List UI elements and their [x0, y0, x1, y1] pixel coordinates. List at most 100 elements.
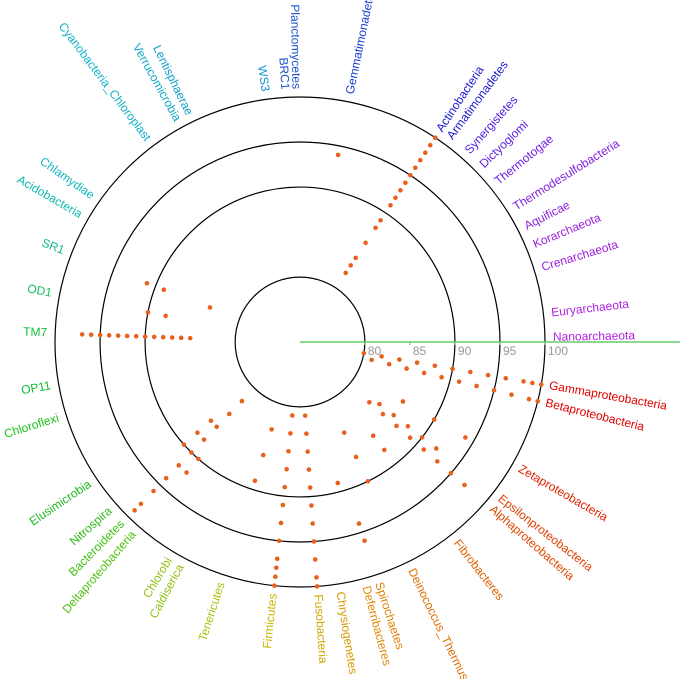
dot: [276, 538, 282, 544]
r-tick-label: 85: [413, 344, 427, 358]
dot: [106, 333, 112, 338]
dot: [388, 202, 393, 208]
category-label: Tenericutes: [195, 580, 227, 643]
dot: [282, 484, 288, 490]
dot: [535, 398, 541, 404]
dot: [289, 413, 295, 418]
dot: [335, 152, 341, 158]
dot: [226, 411, 232, 417]
dot: [184, 470, 189, 475]
dot: [314, 584, 320, 589]
dot: [269, 427, 274, 432]
dot: [307, 485, 313, 490]
dot: [530, 380, 535, 386]
r-tick-label: 90: [458, 344, 472, 358]
dot: [314, 575, 319, 580]
r-tick-label: 95: [503, 344, 517, 358]
dot: [312, 557, 318, 562]
dot: [393, 195, 398, 201]
dot: [208, 418, 214, 424]
dot: [79, 332, 85, 337]
dot: [160, 334, 166, 340]
dot: [239, 398, 245, 404]
dot: [378, 218, 383, 223]
dot: [405, 423, 411, 429]
dot: [252, 478, 258, 484]
dot: [273, 565, 279, 571]
dot: [365, 478, 371, 484]
dot: [348, 263, 354, 268]
dot: [163, 475, 169, 481]
category-label: Cyanobacteria_Chloroplast: [56, 20, 155, 145]
dot: [413, 165, 418, 171]
dot: [343, 270, 349, 276]
dot: [144, 280, 150, 286]
dot: [284, 466, 289, 472]
dot: [196, 456, 201, 462]
dot: [97, 332, 103, 338]
dot: [521, 379, 526, 384]
dot: [421, 370, 427, 376]
dot: [181, 442, 187, 447]
dot: [214, 424, 219, 430]
dot: [201, 437, 207, 442]
dot: [311, 539, 317, 544]
category-label: Chloroflexi: [2, 411, 60, 441]
dot: [448, 470, 454, 476]
dot: [400, 399, 406, 404]
dot: [468, 369, 473, 375]
dot: [280, 502, 286, 508]
dot: [306, 467, 312, 472]
dot: [178, 335, 184, 341]
dot: [274, 556, 280, 562]
dot: [176, 463, 182, 468]
dot: [187, 335, 193, 341]
dot: [353, 454, 359, 460]
dot: [286, 448, 291, 454]
dot: [450, 366, 455, 372]
dot: [161, 287, 167, 293]
dot: [207, 305, 213, 310]
dot: [151, 334, 157, 340]
dot: [163, 313, 168, 319]
dot: [379, 354, 384, 359]
dot: [419, 435, 425, 440]
dot: [367, 399, 372, 405]
category-label: BRC1: [276, 57, 292, 90]
dot: [260, 452, 266, 458]
category-label: Deinococcus_Thermus: [405, 566, 471, 679]
dot: [169, 335, 175, 340]
r-tick-label: 80: [368, 344, 382, 358]
category-label: Planctomycetes: [288, 4, 303, 89]
dot: [526, 396, 532, 402]
dot: [142, 334, 148, 339]
dot: [361, 350, 367, 356]
dot: [302, 413, 308, 418]
dot: [509, 392, 514, 398]
dot: [386, 361, 392, 367]
dot: [404, 366, 409, 371]
category-label: WS3: [255, 65, 273, 93]
category-label: Firmicutes: [260, 593, 280, 650]
dot: [189, 450, 194, 455]
dot: [304, 431, 309, 436]
dot: [356, 521, 362, 526]
category-label: OP11: [20, 378, 52, 397]
dot: [485, 372, 491, 378]
dot: [418, 157, 423, 163]
dot: [403, 180, 408, 186]
category-label: Euryarchaeota: [550, 297, 629, 320]
dot: [278, 520, 284, 526]
dot: [132, 508, 137, 513]
category-label: Gemmatimonadetes: [343, 0, 378, 95]
category-label: Chrysiogenetes: [333, 591, 360, 676]
dot: [195, 430, 200, 436]
dot: [435, 459, 440, 464]
dot: [273, 574, 278, 579]
category-label: Nanoarchaeota: [553, 328, 636, 343]
dot: [370, 433, 376, 438]
dot: [133, 333, 139, 339]
dot: [305, 449, 310, 454]
dot: [456, 379, 462, 384]
